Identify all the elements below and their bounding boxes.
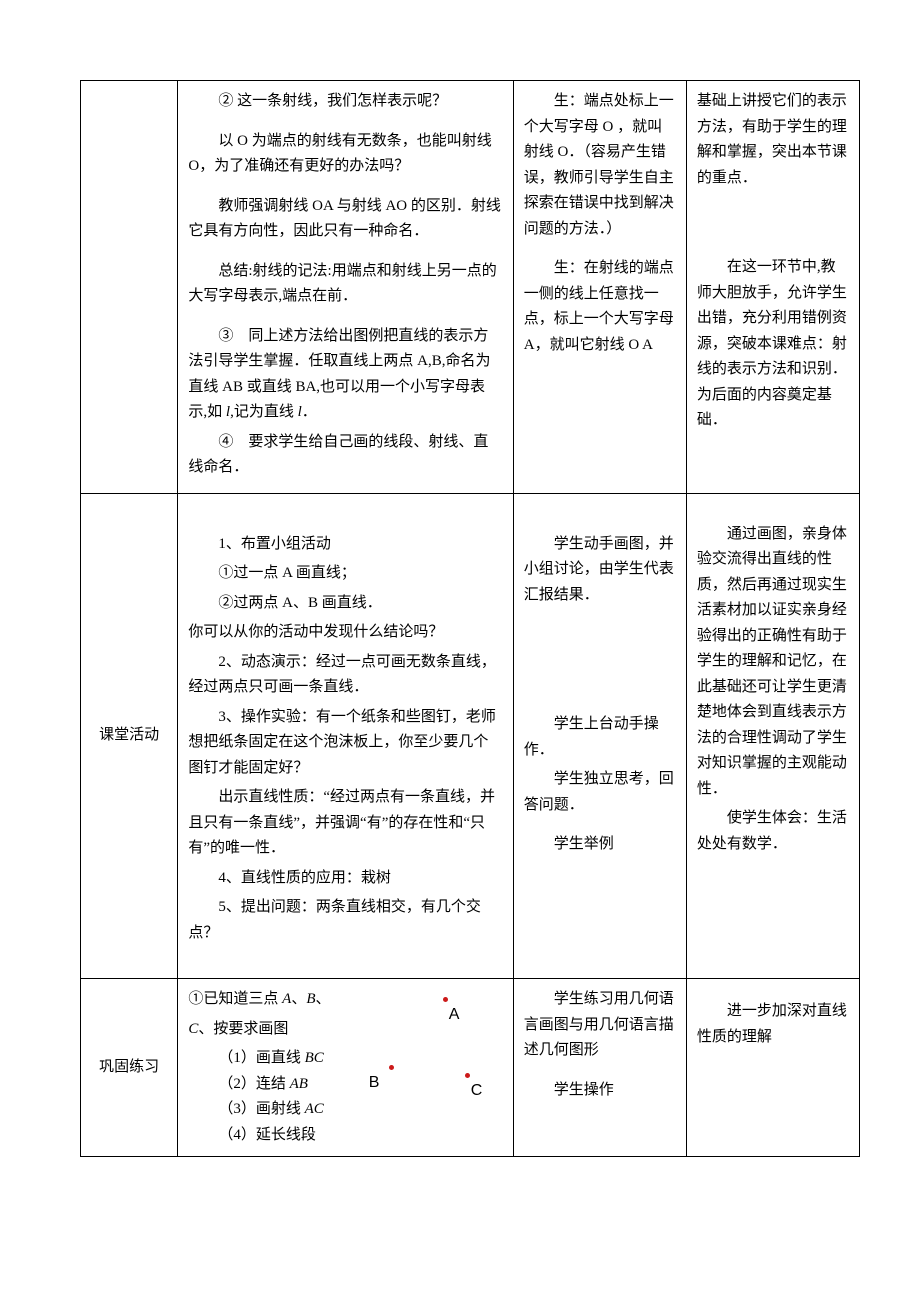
sub-item: （3）画射线 AC — [218, 1097, 502, 1123]
para: 1、布置小组活动 — [188, 532, 502, 558]
sub-item: （4）延长线段 — [218, 1123, 502, 1149]
para: ①已知道三点 A、B、 — [188, 987, 502, 1013]
notes-cell: 通过画图，亲身体验交流得出直线的性质，然后再通过现实生活素材加以证实亲身经验得出… — [686, 493, 859, 979]
sub-item: （1）画直线 BC — [218, 1046, 502, 1072]
row-label: 课堂活动 — [99, 727, 159, 743]
teacher-cell: ② 这一条射线，我们怎样表示呢？ 以 O 为端点的射线有无数条，也能叫射线 O，… — [178, 81, 513, 494]
para: ①过一点 A 画直线； — [188, 561, 502, 587]
para: 学生举例 — [524, 832, 676, 858]
lesson-table: ② 这一条射线，我们怎样表示呢？ 以 O 为端点的射线有无数条，也能叫射线 O，… — [80, 80, 860, 1157]
student-cell: 生：端点处标上一个大写字母 O ，就叫射线 O．（容易产生错误，教师引导学生自主… — [513, 81, 686, 494]
para: C、按要求画图 — [188, 1017, 502, 1043]
para: ②过两点 A、B 画直线． — [188, 591, 502, 617]
row-label-cell: 巩固练习 — [81, 979, 178, 1157]
para: ② 这一条射线，我们怎样表示呢？ — [188, 89, 502, 115]
para: 2、动态演示：经过一点可画无数条直线，经过两点只可画一条直线． — [188, 650, 502, 701]
para: ③ 同上述方法给出图例把直线的表示方法引导学生掌握．任取直线上两点 A,B,命名… — [188, 324, 502, 426]
row-label: 巩固练习 — [99, 1059, 159, 1075]
para: 4、直线性质的应用：栽树 — [188, 866, 502, 892]
para: 学生上台动手操作． — [524, 712, 676, 763]
table-row: 课堂活动 1、布置小组活动 ①过一点 A 画直线； ②过两点 A、B 画直线． … — [81, 493, 860, 979]
para: 学生动手画图，并小组讨论，由学生代表汇报结果． — [524, 532, 676, 609]
para: 你可以从你的活动中发现什么结论吗？ — [188, 620, 502, 646]
sub-item: （2）连结 AB — [218, 1072, 502, 1098]
para: 5、提出问题：两条直线相交，有几个交点？ — [188, 895, 502, 946]
para: 在这一环节中,教师大胆放手，允许学生出错，充分利用错例资源，突破本课难点：射线的… — [697, 255, 849, 434]
para: 教师强调射线 OA 与射线 AO 的区别．射线它具有方向性，因此只有一种命名． — [188, 194, 502, 245]
row-label-cell: 课堂活动 — [81, 493, 178, 979]
teacher-cell: 1、布置小组活动 ①过一点 A 画直线； ②过两点 A、B 画直线． 你可以从你… — [178, 493, 513, 979]
notes-cell: 进一步加深对直线性质的理解 — [686, 979, 859, 1157]
row-label-cell — [81, 81, 178, 494]
notes-cell: 基础上讲授它们的表示方法，有助于学生的理解和掌握，突出本节课的重点． 在这一环节… — [686, 81, 859, 494]
para: 使学生体会：生活处处有数学． — [697, 806, 849, 857]
student-cell: 学生练习用几何语言画图与用几何语言描述几何图形 学生操作 — [513, 979, 686, 1157]
table-row: ② 这一条射线，我们怎样表示呢？ 以 O 为端点的射线有无数条，也能叫射线 O，… — [81, 81, 860, 494]
para: 以 O 为端点的射线有无数条，也能叫射线 O，为了准确还有更好的办法吗？ — [188, 129, 502, 180]
para: 出示直线性质：“经过两点有一条直线，并且只有一条直线”，并强调“有”的存在性和“… — [188, 785, 502, 862]
para: 基础上讲授它们的表示方法，有助于学生的理解和掌握，突出本节课的重点． — [697, 89, 849, 191]
para: 学生练习用几何语言画图与用几何语言描述几何图形 — [524, 987, 676, 1064]
para: ④ 要求学生给自己画的线段、射线、直线命名． — [188, 430, 502, 481]
teacher-cell: ①已知道三点 A、B、 C、按要求画图 （1）画直线 BC （2）连结 AB （… — [178, 979, 513, 1157]
para: 学生独立思考，回答问题． — [524, 767, 676, 818]
para: 通过画图，亲身体验交流得出直线的性质，然后再通过现实生活素材加以证实亲身经验得出… — [697, 522, 849, 803]
para: 总结:射线的记法:用端点和射线上另一点的大写字母表示,端点在前． — [188, 259, 502, 310]
para: 生：端点处标上一个大写字母 O ，就叫射线 O．（容易产生错误，教师引导学生自主… — [524, 89, 676, 242]
student-cell: 学生动手画图，并小组讨论，由学生代表汇报结果． 学生上台动手操作． 学生独立思考… — [513, 493, 686, 979]
table-row: 巩固练习 ①已知道三点 A、B、 C、按要求画图 （1）画直线 BC （2）连结… — [81, 979, 860, 1157]
para: 学生操作 — [524, 1078, 676, 1104]
para: 进一步加深对直线性质的理解 — [697, 999, 849, 1050]
para: 生：在射线的端点一侧的线上任意找一点，标上一个大写字母 A，就叫它射线 O A — [524, 256, 676, 358]
para: 3、操作实验：有一个纸条和些图钉，老师想把纸条固定在这个泡沫板上，你至少要几个图… — [188, 705, 502, 782]
